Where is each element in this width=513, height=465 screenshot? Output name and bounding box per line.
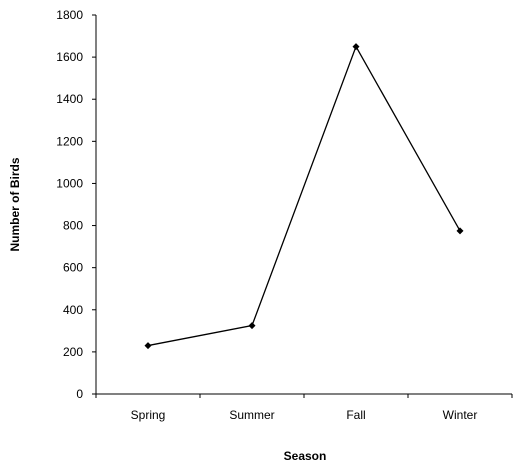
data-point-marker <box>352 43 360 51</box>
series-line <box>147 45 461 347</box>
series-group <box>144 43 464 350</box>
x-axis-ticks: Spring Summer Fall Winter <box>95 394 513 422</box>
y-axis-title: Number of Birds <box>8 157 22 251</box>
x-tick-label: Spring <box>131 408 166 422</box>
x-tick-label: Winter <box>443 408 478 422</box>
y-tick-label: 800 <box>63 219 83 233</box>
x-tick-label: Summer <box>229 408 274 422</box>
y-tick-label: 1800 <box>56 8 83 22</box>
data-point-marker <box>456 227 464 235</box>
y-tick-label: 600 <box>63 261 83 275</box>
data-point-marker <box>144 342 152 350</box>
y-tick-label: 200 <box>63 345 83 359</box>
y-tick-label: 1400 <box>56 92 83 106</box>
y-tick-label: 1600 <box>56 50 83 64</box>
x-tick-label: Fall <box>346 408 365 422</box>
x-axis-title: Season <box>284 449 327 463</box>
y-tick-label: 1000 <box>56 176 83 190</box>
y-tick-label: 0 <box>76 387 83 401</box>
y-axis-ticks: 0 200 400 600 800 1000 1200 1400 1600 1800 <box>56 8 96 401</box>
data-point-marker <box>248 322 256 330</box>
y-tick-label: 1200 <box>56 134 83 148</box>
y-tick-label: 400 <box>63 303 83 317</box>
